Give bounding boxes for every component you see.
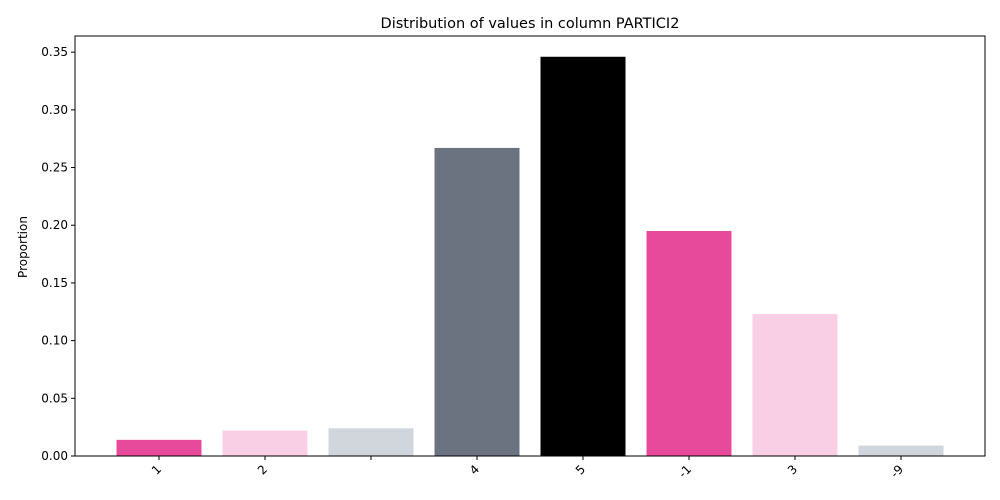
x-ticks-group: 1 2 4 5 -1 3 -9	[149, 456, 906, 481]
bars-group	[116, 56, 944, 457]
y-axis-label: Proportion	[16, 216, 30, 278]
y-tick-label: 0.35	[41, 45, 68, 59]
y-tick-label: 0.20	[41, 218, 68, 232]
y-tick-label: 0.05	[41, 391, 68, 405]
x-tick-label: -9	[888, 462, 906, 480]
bar-5	[540, 56, 626, 457]
x-tick-label: 2	[255, 462, 270, 477]
x-tick-label: -1	[676, 462, 694, 480]
bar-4	[434, 147, 520, 456]
bar-1	[116, 439, 202, 456]
x-tick-label: 3	[785, 462, 800, 477]
bar-6	[646, 231, 732, 456]
y-ticks-group: 0.00 0.05 0.10 0.15 0.20 0.25 0.30 0.35	[41, 45, 75, 463]
bar-8	[858, 445, 944, 456]
plot-frame	[74, 35, 986, 457]
bar-2	[222, 430, 308, 456]
y-tick-label: 0.10	[41, 334, 68, 348]
bar-3	[328, 428, 414, 456]
y-tick-label: 0.25	[41, 161, 68, 175]
y-tick-label: 0.15	[41, 276, 68, 290]
x-tick-label: 4	[467, 462, 482, 477]
chart-title: Distribution of values in column PARTICI…	[381, 16, 680, 32]
x-tick-label: 1	[149, 462, 164, 477]
x-tick-label: 5	[573, 462, 588, 477]
y-tick-label: 0.00	[41, 449, 68, 463]
bar-7	[752, 314, 838, 456]
y-tick-label: 0.30	[41, 103, 68, 117]
